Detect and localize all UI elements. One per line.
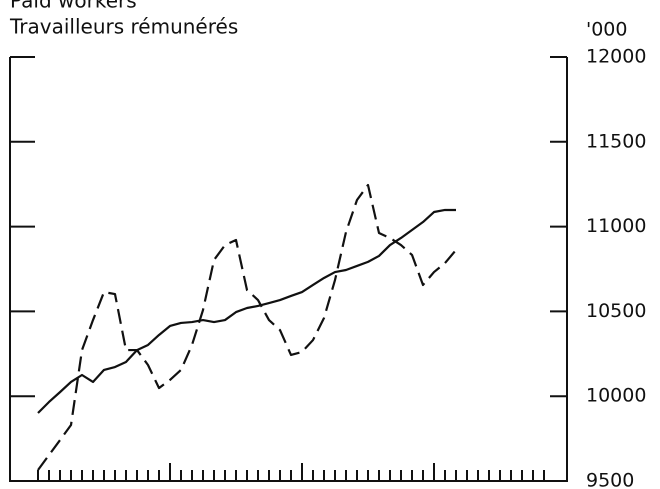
- series-line: [37, 208, 456, 414]
- y-tick-label: 11000: [586, 215, 646, 237]
- series-line: [37, 183, 457, 471]
- y-tick-label: 12000: [586, 46, 646, 68]
- chart-title: Paid workers: [10, 0, 137, 13]
- axis-frame: [9, 57, 568, 482]
- unit-label: '000: [586, 19, 628, 41]
- y-tick-label: 9500: [586, 470, 634, 489]
- chart-subtitle: Travailleurs rémunérés: [9, 15, 238, 39]
- y-tick-label: 10000: [586, 385, 646, 407]
- y-tick-label: 10500: [586, 300, 646, 322]
- y-tick-label: 11500: [586, 130, 646, 152]
